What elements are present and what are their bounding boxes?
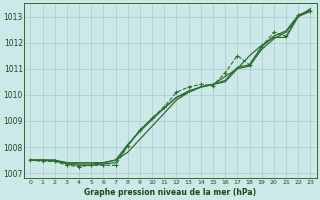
X-axis label: Graphe pression niveau de la mer (hPa): Graphe pression niveau de la mer (hPa) bbox=[84, 188, 256, 197]
